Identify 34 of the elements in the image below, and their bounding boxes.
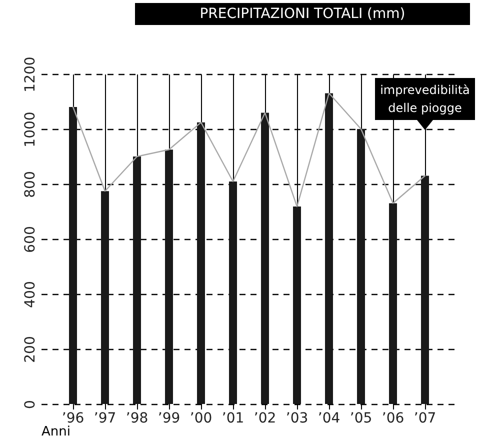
bar xyxy=(421,176,429,404)
bar xyxy=(357,129,365,404)
x-axis-title: Anni xyxy=(42,424,70,440)
y-tick-label: 0 xyxy=(22,400,38,409)
bar xyxy=(197,122,205,404)
bar xyxy=(229,182,237,404)
bar xyxy=(101,191,109,404)
x-tick-label: ’02 xyxy=(254,410,276,426)
bar xyxy=(133,156,141,404)
x-tick-label: ’04 xyxy=(318,410,340,426)
bar xyxy=(293,206,301,404)
x-tick-label: ’96 xyxy=(62,410,84,426)
y-tick-label: 600 xyxy=(22,226,38,253)
bar xyxy=(325,93,333,404)
chart-title: PRECIPITAZIONI TOTALI (mm) xyxy=(135,3,470,25)
y-tick-label: 400 xyxy=(22,281,38,308)
x-tick-label: ’01 xyxy=(222,410,244,426)
x-tick-label: ’98 xyxy=(126,410,148,426)
y-tick-label: 1200 xyxy=(22,56,38,92)
x-tick-label: ’97 xyxy=(94,410,116,426)
x-tick-label: ’07 xyxy=(414,410,436,426)
bar xyxy=(69,107,77,404)
x-tick-label: ’99 xyxy=(158,410,180,426)
x-tick-label: ’03 xyxy=(286,410,308,426)
bar xyxy=(165,150,173,404)
annotation: imprevedibilità delle piogge xyxy=(375,78,475,120)
x-tick-label: ’00 xyxy=(190,410,212,426)
bar xyxy=(261,112,269,404)
y-tick-label: 800 xyxy=(22,171,38,198)
bar xyxy=(389,203,397,404)
x-tick-label: ’06 xyxy=(382,410,404,426)
y-tick-label: 1000 xyxy=(22,112,38,148)
x-tick-label: ’05 xyxy=(350,410,372,426)
y-tick-label: 200 xyxy=(22,336,38,363)
